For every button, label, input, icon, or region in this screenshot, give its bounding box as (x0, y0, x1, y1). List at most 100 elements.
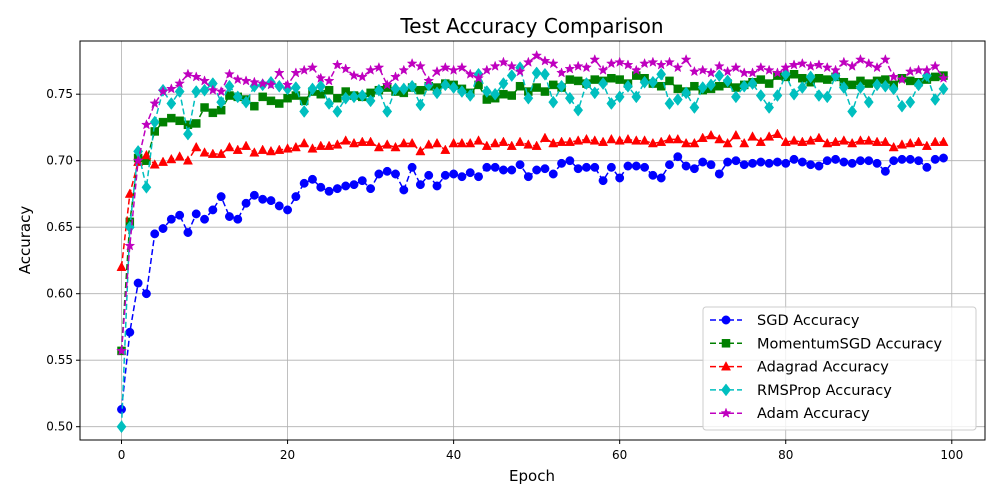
data-point (763, 64, 775, 75)
data-point (764, 101, 775, 114)
data-point (531, 49, 543, 61)
x-tick-label: 60 (612, 448, 627, 462)
data-point (623, 79, 633, 93)
data-point (697, 81, 708, 94)
data-point (158, 156, 169, 166)
data-point (863, 57, 875, 69)
data-point (431, 65, 443, 77)
data-point (805, 135, 816, 145)
data-point (207, 84, 219, 95)
data-point (921, 140, 932, 150)
data-point (880, 79, 891, 93)
data-point (905, 137, 916, 148)
data-point (772, 128, 783, 138)
data-point (847, 137, 858, 148)
data-point (373, 61, 385, 73)
data-point (822, 75, 832, 84)
data-point (713, 60, 725, 71)
data-point (689, 164, 699, 174)
data-point (780, 61, 792, 73)
data-point (889, 156, 899, 166)
data-point (215, 85, 227, 97)
data-point (382, 105, 393, 118)
x-tick-label: 100 (940, 448, 963, 462)
data-point (888, 141, 899, 152)
data-point (789, 87, 799, 101)
data-point (896, 139, 907, 149)
data-point (174, 85, 185, 98)
data-point (838, 135, 849, 145)
data-point (879, 53, 891, 65)
data-point (448, 137, 459, 148)
data-point (697, 64, 709, 75)
data-point (614, 90, 625, 104)
data-point (764, 158, 774, 168)
data-point (714, 69, 725, 82)
data-point (415, 98, 426, 112)
data-point (622, 59, 634, 70)
data-point (888, 82, 899, 96)
data-point (806, 160, 816, 170)
y-tick-label: 0.65 (46, 220, 73, 234)
data-point (506, 60, 518, 71)
data-point (282, 143, 293, 153)
data-point (506, 69, 517, 82)
data-point (216, 148, 227, 158)
data-point (615, 173, 625, 183)
data-point (523, 139, 534, 149)
data-point (133, 278, 143, 288)
data-point (549, 80, 558, 90)
data-point (639, 135, 650, 145)
data-point (598, 77, 608, 90)
data-point (200, 214, 209, 224)
data-point (440, 144, 451, 154)
data-point (564, 91, 575, 105)
data-point (656, 67, 667, 81)
data-point (590, 162, 600, 172)
data-point (872, 136, 883, 146)
data-point (556, 79, 567, 93)
series-0 (117, 152, 948, 414)
data-point (606, 133, 617, 144)
data-point (564, 136, 575, 146)
data-point (605, 57, 617, 69)
y-tick-label: 0.70 (46, 154, 73, 168)
data-point (789, 135, 800, 145)
data-point (167, 113, 176, 123)
data-point (498, 56, 509, 67)
y-tick-label: 0.60 (46, 287, 73, 301)
data-point (232, 73, 244, 85)
legend-marker (720, 361, 732, 371)
data-point (324, 97, 334, 110)
data-point (565, 156, 575, 166)
data-point (349, 90, 359, 104)
data-point (673, 152, 683, 162)
data-point (208, 205, 218, 215)
series-3 (116, 61, 949, 434)
data-point (913, 136, 924, 146)
data-point (772, 157, 782, 167)
data-point (532, 165, 542, 175)
data-point (182, 155, 193, 165)
data-point (373, 83, 384, 97)
data-point (615, 75, 624, 84)
data-point (921, 64, 933, 75)
data-point (407, 79, 418, 93)
data-point (930, 72, 940, 82)
data-point (365, 136, 376, 146)
data-point (200, 103, 209, 112)
data-point (863, 135, 874, 145)
data-point (897, 99, 907, 113)
data-point (307, 82, 318, 96)
data-point (482, 162, 492, 172)
data-point (715, 81, 724, 91)
data-point (548, 169, 558, 179)
data-point (565, 75, 575, 84)
data-point (515, 160, 525, 170)
data-point (664, 97, 675, 110)
data-point (199, 75, 210, 86)
data-point (880, 136, 891, 146)
data-point (938, 82, 949, 96)
data-point (730, 61, 742, 73)
data-point (299, 105, 310, 118)
